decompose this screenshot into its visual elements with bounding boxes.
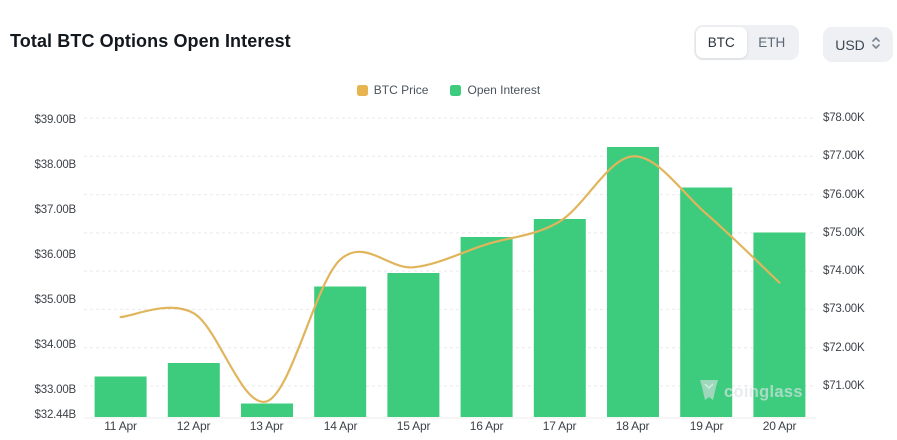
x-axis-tick: 19 Apr bbox=[689, 419, 724, 433]
chevron-up-down-icon bbox=[871, 36, 881, 53]
chart-legend: BTC Price Open Interest bbox=[0, 83, 897, 97]
left-axis-tick: $37.00B bbox=[34, 204, 77, 216]
coin-toggle-btc-button[interactable]: BTC bbox=[696, 27, 747, 58]
x-axis-tick: 12 Apr bbox=[176, 419, 211, 433]
currency-select-value: USD bbox=[835, 36, 865, 53]
legend-item-btc-price[interactable]: BTC Price bbox=[356, 83, 429, 97]
legend-item-open-interest[interactable]: Open Interest bbox=[450, 83, 540, 97]
open-interest-bar[interactable] bbox=[94, 376, 147, 418]
coin-toggle-eth-button[interactable]: ETH bbox=[747, 27, 798, 58]
open-interest-swatch-icon bbox=[450, 84, 462, 96]
right-axis-tick: $73.00K bbox=[823, 303, 865, 315]
left-axis-tick: $34.00B bbox=[34, 339, 77, 351]
x-axis-tick: 15 Apr bbox=[396, 419, 431, 433]
left-axis-tick: $39.00B bbox=[34, 114, 77, 126]
open-interest-bar[interactable] bbox=[533, 219, 586, 417]
left-axis-tick: $32.44B bbox=[34, 409, 77, 421]
open-interest-bar[interactable] bbox=[314, 286, 367, 418]
open-interest-bar[interactable] bbox=[387, 273, 440, 417]
right-axis-tick: $76.00K bbox=[823, 189, 865, 201]
open-interest-bar[interactable] bbox=[460, 237, 513, 417]
x-axis-tick: 17 Apr bbox=[542, 419, 577, 433]
x-axis-tick: 14 Apr bbox=[323, 419, 358, 433]
left-axis-tick: $38.00B bbox=[34, 159, 77, 171]
left-axis-tick: $33.00B bbox=[34, 384, 77, 396]
x-axis-tick: 20 Apr bbox=[762, 419, 797, 433]
legend-label-open-interest: Open Interest bbox=[467, 83, 541, 97]
left-axis-tick: $35.00B bbox=[34, 294, 77, 306]
x-axis-tick: 16 Apr bbox=[469, 419, 504, 433]
btc-price-swatch-icon bbox=[356, 84, 368, 96]
right-axis-tick: $77.00K bbox=[823, 150, 865, 162]
x-axis-tick: 18 Apr bbox=[615, 419, 650, 433]
open-interest-bar[interactable] bbox=[241, 403, 293, 418]
page-title: Total BTC Options Open Interest bbox=[10, 31, 291, 51]
x-axis-tick: 13 Apr bbox=[249, 419, 284, 433]
open-interest-bar[interactable] bbox=[167, 363, 220, 417]
open-interest-bar[interactable] bbox=[753, 232, 806, 418]
right-axis-tick: $74.00K bbox=[823, 265, 865, 277]
right-axis-tick: $75.00K bbox=[823, 227, 865, 239]
btc-price-line[interactable] bbox=[119, 155, 781, 403]
open-interest-bar[interactable] bbox=[680, 187, 733, 418]
left-axis-tick: $36.00B bbox=[34, 249, 77, 261]
open-interest-bar[interactable] bbox=[607, 147, 659, 417]
right-axis-tick: $71.00K bbox=[823, 380, 865, 392]
legend-label-btc-price: BTC Price bbox=[373, 83, 429, 97]
right-axis-tick: $78.00K bbox=[823, 112, 865, 124]
coin-toggle: BTC ETH bbox=[694, 25, 799, 60]
right-axis-tick: $72.00K bbox=[823, 342, 865, 354]
currency-select[interactable]: USD bbox=[823, 27, 893, 62]
x-axis-tick: 11 Apr bbox=[104, 419, 137, 433]
